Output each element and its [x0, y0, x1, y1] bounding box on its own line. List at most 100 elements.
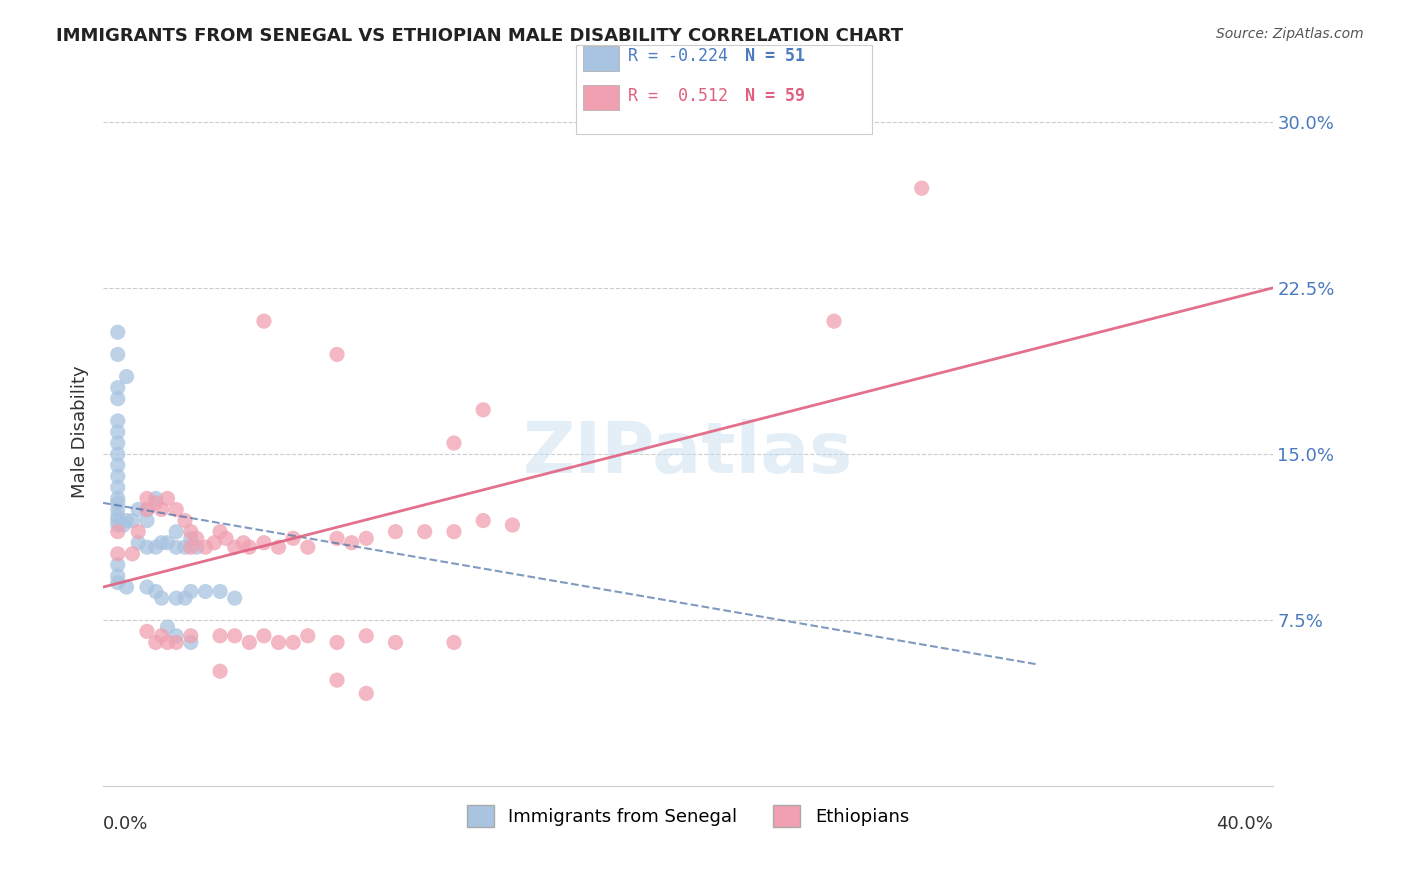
Point: [136, 491, 159, 506]
Point: [326, 673, 349, 687]
Point: [253, 314, 276, 328]
Point: [165, 502, 187, 516]
Point: [267, 635, 290, 649]
Text: N = 59: N = 59: [745, 87, 806, 104]
Point: [326, 347, 349, 361]
Point: [911, 181, 934, 195]
Text: 40.0%: 40.0%: [1216, 815, 1272, 833]
Point: [165, 540, 187, 554]
Point: [107, 325, 129, 339]
Point: [145, 491, 167, 506]
Point: [180, 629, 202, 643]
Point: [823, 314, 845, 328]
Point: [354, 531, 377, 545]
Point: [115, 369, 138, 384]
Point: [180, 635, 202, 649]
Point: [145, 584, 167, 599]
Point: [107, 447, 129, 461]
Point: [107, 458, 129, 473]
Point: [127, 535, 149, 549]
Point: [443, 524, 465, 539]
Point: [180, 540, 202, 554]
Point: [283, 635, 305, 649]
Point: [136, 580, 159, 594]
Point: [165, 591, 187, 606]
Point: [150, 502, 173, 516]
Point: [297, 629, 319, 643]
Point: [186, 540, 208, 554]
Legend: Immigrants from Senegal, Ethiopians: Immigrants from Senegal, Ethiopians: [460, 797, 917, 834]
Point: [145, 496, 167, 510]
Point: [127, 502, 149, 516]
Point: [443, 635, 465, 649]
Point: [186, 531, 208, 545]
Text: R =  0.512: R = 0.512: [628, 87, 728, 104]
Point: [224, 540, 246, 554]
Point: [127, 524, 149, 539]
Point: [107, 469, 129, 483]
Point: [209, 584, 232, 599]
Point: [202, 535, 225, 549]
Point: [354, 629, 377, 643]
Point: [150, 591, 173, 606]
Point: [136, 514, 159, 528]
Point: [107, 491, 129, 506]
Point: [107, 502, 129, 516]
Point: [209, 524, 232, 539]
Point: [326, 531, 349, 545]
Point: [136, 624, 159, 639]
Point: [150, 535, 173, 549]
Point: [174, 514, 197, 528]
Point: [267, 540, 290, 554]
Point: [165, 524, 187, 539]
Point: [194, 540, 217, 554]
Point: [501, 518, 523, 533]
Point: [194, 584, 217, 599]
Point: [174, 591, 197, 606]
Point: [165, 635, 187, 649]
Point: [107, 392, 129, 406]
Point: [107, 381, 129, 395]
Text: 0.0%: 0.0%: [103, 815, 149, 833]
Point: [107, 347, 129, 361]
Point: [107, 509, 129, 524]
Text: ZIPatlas: ZIPatlas: [523, 418, 853, 488]
Point: [107, 425, 129, 439]
Point: [472, 514, 495, 528]
Point: [136, 502, 159, 516]
Point: [107, 524, 129, 539]
Point: [107, 496, 129, 510]
Point: [156, 635, 179, 649]
Point: [115, 580, 138, 594]
Point: [413, 524, 436, 539]
Point: [180, 524, 202, 539]
Point: [107, 547, 129, 561]
Text: Source: ZipAtlas.com: Source: ZipAtlas.com: [1216, 27, 1364, 41]
Text: R = -0.224: R = -0.224: [628, 47, 728, 65]
Point: [112, 518, 135, 533]
Point: [238, 540, 260, 554]
Point: [215, 531, 238, 545]
Point: [180, 584, 202, 599]
Point: [443, 436, 465, 450]
Point: [165, 629, 187, 643]
Point: [150, 629, 173, 643]
Point: [326, 635, 349, 649]
Point: [121, 547, 143, 561]
Point: [384, 635, 406, 649]
Point: [107, 558, 129, 572]
Point: [107, 569, 129, 583]
Point: [156, 620, 179, 634]
Point: [121, 514, 143, 528]
Point: [224, 591, 246, 606]
Point: [232, 535, 254, 549]
Point: [224, 629, 246, 643]
Point: [340, 535, 363, 549]
Point: [107, 575, 129, 590]
Point: [145, 540, 167, 554]
Y-axis label: Male Disability: Male Disability: [72, 366, 89, 499]
Point: [136, 502, 159, 516]
Point: [115, 514, 138, 528]
Point: [136, 540, 159, 554]
Point: [472, 402, 495, 417]
